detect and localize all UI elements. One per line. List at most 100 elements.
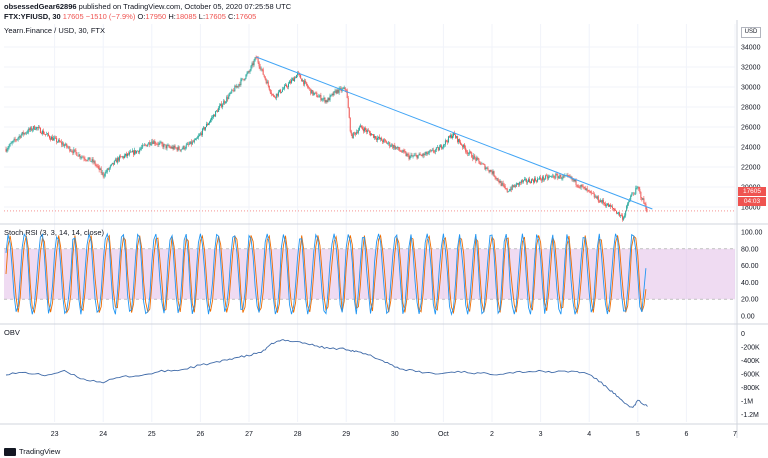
obv-tick-label: -200K <box>741 344 760 351</box>
obv-pane <box>5 339 648 408</box>
candle-body <box>444 140 446 145</box>
candle-body <box>502 183 504 185</box>
candle-body <box>74 149 76 151</box>
last-price-tag: 17605 <box>738 187 766 196</box>
candle-body <box>563 175 565 177</box>
last-price: 17605 <box>62 12 84 21</box>
price-candles <box>5 55 648 222</box>
candle-body <box>32 126 34 130</box>
candle-body <box>359 125 361 128</box>
candle-body <box>24 132 26 134</box>
time-tick-label: 28 <box>294 431 302 438</box>
candle-body <box>79 154 81 158</box>
candle-body <box>642 198 644 200</box>
candle-body <box>334 90 336 92</box>
main-chart-title: Yearn.Finance / USD, 30, FTX <box>4 26 106 35</box>
candle-body <box>49 135 51 139</box>
candle-body <box>364 128 366 131</box>
time-tick-label: 29 <box>342 431 350 438</box>
candle-body <box>231 89 233 93</box>
candle-body <box>63 143 65 147</box>
publisher-user[interactable]: obsessedGear62896 <box>4 2 77 11</box>
candle-body <box>219 105 221 109</box>
candle-body <box>181 148 183 150</box>
candle-body <box>177 146 179 151</box>
trendline[interactable] <box>256 56 653 210</box>
bar-countdown-tag: 04:03 <box>738 197 766 206</box>
candle-body <box>543 176 545 180</box>
candle-body <box>213 114 215 118</box>
footer-brand[interactable]: TradingView <box>4 447 60 456</box>
candle-body <box>54 137 56 139</box>
candle-body <box>321 99 323 101</box>
candle-body <box>37 127 39 129</box>
candle-body <box>244 78 246 80</box>
candle-body <box>521 180 523 182</box>
price-axis[interactable]: 3400032000300002800026000240002200020000… <box>741 45 763 420</box>
candle-body <box>97 166 99 167</box>
candle-body <box>599 200 601 203</box>
candle-body <box>623 217 625 220</box>
symbol-ohlc-line: FTX:YFIUSD, 30 17605 −1510 (−7.9%) O:179… <box>4 12 256 21</box>
candle-body <box>385 140 387 142</box>
candle-body <box>127 153 128 156</box>
candle-body <box>122 156 124 158</box>
candle-body <box>300 74 302 79</box>
candle-body <box>254 57 256 61</box>
candle-body <box>151 141 153 144</box>
candle-body <box>617 213 619 215</box>
candle-body <box>457 136 459 142</box>
candle-body <box>19 136 21 138</box>
candle-body <box>378 136 380 138</box>
currency-button[interactable]: USD <box>741 27 761 38</box>
candle-body <box>34 129 36 130</box>
candle-body <box>372 134 374 135</box>
candle-body <box>253 60 255 65</box>
candle-body <box>443 144 445 145</box>
candle-body <box>346 90 348 98</box>
candle-body <box>110 164 112 166</box>
candle-body <box>604 203 606 207</box>
candle-body <box>470 151 472 153</box>
candle-body <box>39 127 41 134</box>
candle-body <box>286 86 288 88</box>
candle-body <box>113 160 115 165</box>
candle-body <box>208 123 209 125</box>
candle-body <box>518 182 520 185</box>
candle-body <box>621 215 623 216</box>
candle-body <box>352 132 354 139</box>
candle-body <box>78 154 80 157</box>
candle-body <box>395 147 397 149</box>
candle-body <box>544 178 546 180</box>
candle-body <box>495 177 497 179</box>
candle-body <box>473 155 475 159</box>
candle-body <box>526 181 528 183</box>
obv-tick-label: -800K <box>741 385 760 392</box>
candle-body <box>189 141 191 145</box>
candle-body <box>105 171 107 173</box>
candle-body <box>556 174 558 175</box>
candle-body <box>228 95 230 99</box>
stoch-rsi-title: Stoch RSI (3, 3, 14, 14, close) <box>4 228 105 237</box>
candle-body <box>36 127 38 129</box>
candle-body <box>533 180 535 183</box>
candle-body <box>603 203 605 204</box>
candle-body <box>289 81 290 84</box>
candle-body <box>169 147 171 148</box>
candle-body <box>641 197 643 200</box>
candle-body <box>407 154 409 155</box>
candle-body <box>161 142 163 145</box>
candle-body <box>248 71 250 72</box>
time-axis[interactable]: 23 24 25 26 27 28 29 30 Oct 2 3 4 5 6 7 <box>51 431 737 438</box>
candle-body <box>479 161 481 165</box>
candle-body <box>43 134 45 135</box>
candle-body <box>10 143 12 144</box>
grid-lines <box>4 24 736 422</box>
candle-body <box>515 183 517 187</box>
candle-body <box>279 89 281 93</box>
candle-body <box>530 179 532 184</box>
candle-body <box>293 78 295 82</box>
candle-body <box>18 136 20 138</box>
candle-body <box>137 150 139 152</box>
